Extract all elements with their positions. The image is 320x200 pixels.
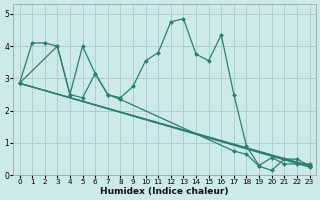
X-axis label: Humidex (Indice chaleur): Humidex (Indice chaleur) xyxy=(100,187,229,196)
